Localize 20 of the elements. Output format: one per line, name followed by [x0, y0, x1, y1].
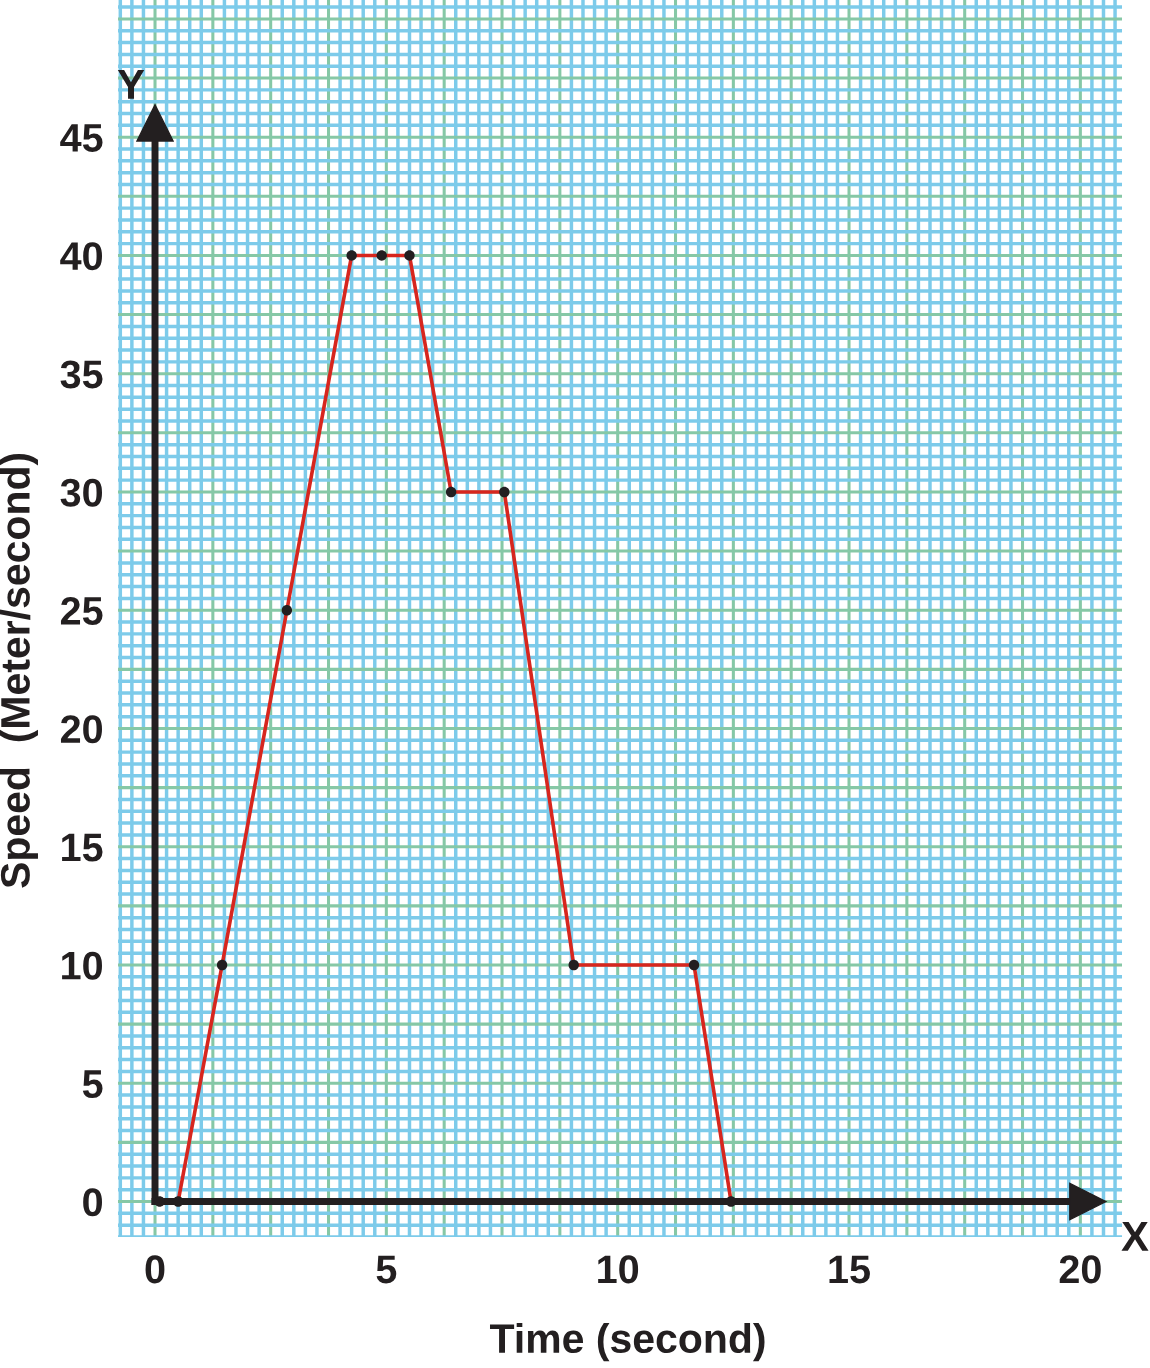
y-tick-label: 40: [60, 242, 103, 271]
y-tick-label: 5: [82, 1070, 103, 1098]
x-axis-title: Time (second): [489, 1322, 765, 1362]
x-tick-label: 15: [829, 1255, 870, 1284]
y-tick-label: 25: [60, 596, 103, 625]
y-tick-label: 30: [60, 478, 103, 507]
x-tick-label: 5: [376, 1255, 397, 1284]
x-tick-label: 10: [598, 1255, 639, 1284]
y-tick-label: 0: [83, 1188, 102, 1217]
annotation: Y: [117, 70, 145, 99]
y-axis-title: Speed (Meter/second): [0, 453, 38, 888]
y-tick-label: 10: [62, 951, 103, 980]
y-tick-label: 15: [62, 833, 103, 862]
y-tick-label: 45: [60, 124, 103, 152]
x-tick-label: 0: [145, 1255, 165, 1284]
x-tick-label: 20: [1059, 1255, 1101, 1284]
annotation: X: [1121, 1222, 1149, 1251]
y-tick-label: 35: [60, 360, 103, 389]
y-tick-label: 20: [60, 715, 103, 744]
point: [154, 1196, 165, 1207]
